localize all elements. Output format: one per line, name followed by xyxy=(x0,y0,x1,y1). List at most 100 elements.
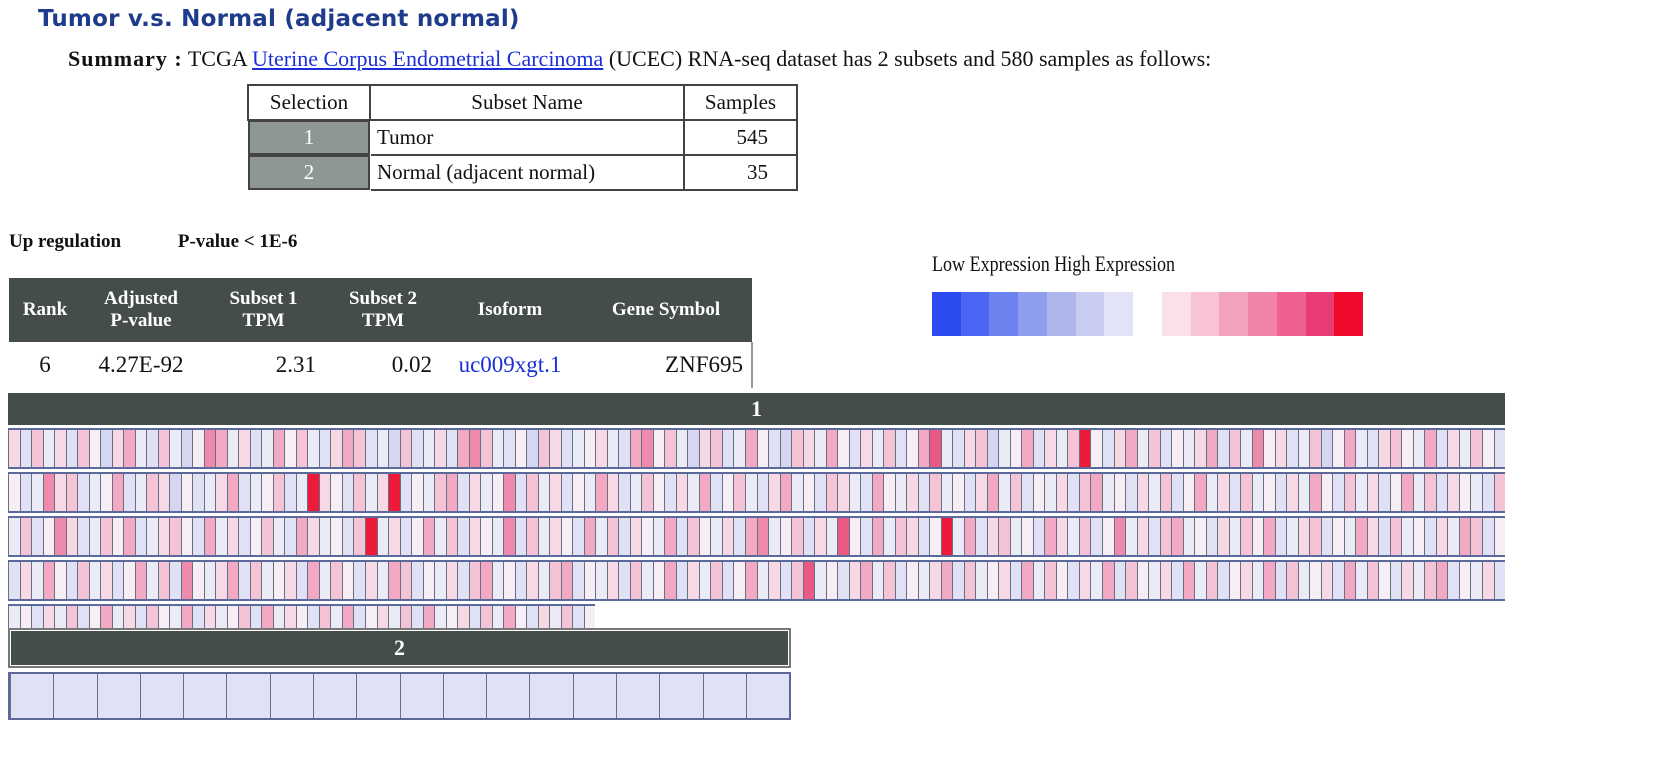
heatmap-cell[interactable] xyxy=(1447,562,1459,599)
heatmap-cell[interactable] xyxy=(618,430,630,467)
heatmap-cell[interactable] xyxy=(445,562,458,599)
heatmap-cell[interactable] xyxy=(318,518,331,555)
heatmap-cell[interactable] xyxy=(986,430,999,467)
heatmap-cell[interactable] xyxy=(1148,518,1160,555)
heatmap-cell[interactable] xyxy=(54,518,66,555)
heatmap-cell[interactable] xyxy=(537,518,550,555)
heatmap-cell[interactable] xyxy=(629,562,642,599)
heatmap-cell[interactable] xyxy=(687,474,699,511)
heatmap-cell[interactable] xyxy=(1240,430,1252,467)
heatmap-cell[interactable] xyxy=(238,430,250,467)
heatmap-cell[interactable] xyxy=(77,430,89,467)
heatmap-cell[interactable] xyxy=(434,562,446,599)
heatmap-cell[interactable] xyxy=(537,430,550,467)
heatmap-cell[interactable] xyxy=(710,430,722,467)
heatmap-cell[interactable] xyxy=(146,562,158,599)
heatmap-cell[interactable] xyxy=(65,474,78,511)
heatmap-cell[interactable] xyxy=(503,606,515,643)
heatmap-cell[interactable] xyxy=(1297,518,1310,555)
heatmap-cell[interactable] xyxy=(480,430,492,467)
heatmap-cell[interactable] xyxy=(572,430,584,467)
heatmap-cell[interactable] xyxy=(814,430,826,467)
subset-selection-cell[interactable]: 1 xyxy=(247,119,371,156)
heatmap-cell[interactable] xyxy=(1447,430,1459,467)
heatmap-cell[interactable] xyxy=(19,562,32,599)
heatmap-cell[interactable] xyxy=(226,606,239,643)
heatmap-cell[interactable] xyxy=(341,474,354,511)
heatmap-cell[interactable] xyxy=(768,430,780,467)
heatmap-cell[interactable] xyxy=(1217,518,1229,555)
heatmap-cell[interactable] xyxy=(1263,518,1275,555)
heatmap-cell[interactable] xyxy=(1125,518,1137,555)
heatmap-cell[interactable] xyxy=(1309,518,1321,555)
heatmap-cell[interactable] xyxy=(1355,518,1367,555)
heatmap-cell[interactable] xyxy=(848,474,861,511)
heatmap-cell[interactable] xyxy=(702,674,746,718)
heatmap-cell[interactable] xyxy=(1055,518,1068,555)
heatmap-cell[interactable] xyxy=(88,474,101,511)
heatmap-cell[interactable] xyxy=(399,474,412,511)
heatmap-cell[interactable] xyxy=(871,474,884,511)
heatmap-cell[interactable] xyxy=(1286,562,1298,599)
heatmap-cell[interactable] xyxy=(226,474,239,511)
heatmap-cell[interactable] xyxy=(364,606,377,643)
heatmap-cell[interactable] xyxy=(1228,474,1241,511)
heatmap-cell[interactable] xyxy=(480,474,492,511)
heatmap-cell[interactable] xyxy=(269,674,313,718)
heatmap-cell[interactable] xyxy=(261,562,273,599)
heatmap-cell[interactable] xyxy=(376,474,389,511)
heatmap-cell[interactable] xyxy=(929,562,941,599)
heatmap-cell[interactable] xyxy=(883,474,895,511)
heatmap-cell[interactable] xyxy=(1251,518,1264,555)
heatmap-cell[interactable] xyxy=(1378,430,1390,467)
heatmap-cell[interactable] xyxy=(445,606,458,643)
heatmap-cell[interactable] xyxy=(756,430,769,467)
heatmap-cell[interactable] xyxy=(134,430,147,467)
heatmap-cell[interactable] xyxy=(721,430,734,467)
heatmap-cell[interactable] xyxy=(1389,562,1402,599)
heatmap-cell[interactable] xyxy=(1182,474,1195,511)
heatmap-cell[interactable] xyxy=(1355,430,1367,467)
heatmap-cell[interactable] xyxy=(733,562,745,599)
heatmap-cell[interactable] xyxy=(491,474,504,511)
heatmap-cell[interactable] xyxy=(1101,430,1114,467)
heatmap-cell[interactable] xyxy=(998,562,1010,599)
heatmap-cell[interactable] xyxy=(1159,562,1172,599)
heatmap-cell[interactable] xyxy=(825,518,838,555)
heatmap-cell[interactable] xyxy=(1378,474,1390,511)
heatmap-cell[interactable] xyxy=(986,562,999,599)
heatmap-cell[interactable] xyxy=(733,518,745,555)
heatmap-cell[interactable] xyxy=(1228,430,1241,467)
heatmap-cell[interactable] xyxy=(157,562,170,599)
heatmap-cell[interactable] xyxy=(1090,474,1102,511)
heatmap-cell[interactable] xyxy=(652,430,665,467)
heatmap-cell[interactable] xyxy=(31,606,43,643)
heatmap-cell[interactable] xyxy=(940,430,953,467)
heatmap-cell[interactable] xyxy=(1021,562,1033,599)
heatmap-cell[interactable] xyxy=(1044,430,1056,467)
heatmap-cell[interactable] xyxy=(1009,562,1022,599)
heatmap-cell[interactable] xyxy=(249,474,262,511)
heatmap-cell[interactable] xyxy=(1159,518,1172,555)
heatmap-cell[interactable] xyxy=(1009,518,1022,555)
heatmap-cell[interactable] xyxy=(917,562,930,599)
heatmap-cell[interactable] xyxy=(1355,474,1367,511)
heatmap-cell[interactable] xyxy=(422,518,435,555)
heatmap-cell[interactable] xyxy=(1171,562,1183,599)
heatmap-cell[interactable] xyxy=(1032,562,1045,599)
heatmap-cell[interactable] xyxy=(65,562,78,599)
heatmap-cell[interactable] xyxy=(998,430,1010,467)
heatmap-cell[interactable] xyxy=(745,674,790,718)
heatmap-cell[interactable] xyxy=(376,562,389,599)
heatmap-cell[interactable] xyxy=(615,674,660,718)
heatmap-cell[interactable] xyxy=(341,562,354,599)
heatmap-cell[interactable] xyxy=(1217,430,1229,467)
heatmap-cell[interactable] xyxy=(583,474,596,511)
heatmap-cell[interactable] xyxy=(526,518,538,555)
heatmap-cell[interactable] xyxy=(134,518,147,555)
heatmap-cell[interactable] xyxy=(768,474,780,511)
heatmap-cell[interactable] xyxy=(698,474,711,511)
heatmap-cell[interactable] xyxy=(641,430,653,467)
heatmap-cell[interactable] xyxy=(940,518,953,555)
heatmap-cell[interactable] xyxy=(871,518,884,555)
